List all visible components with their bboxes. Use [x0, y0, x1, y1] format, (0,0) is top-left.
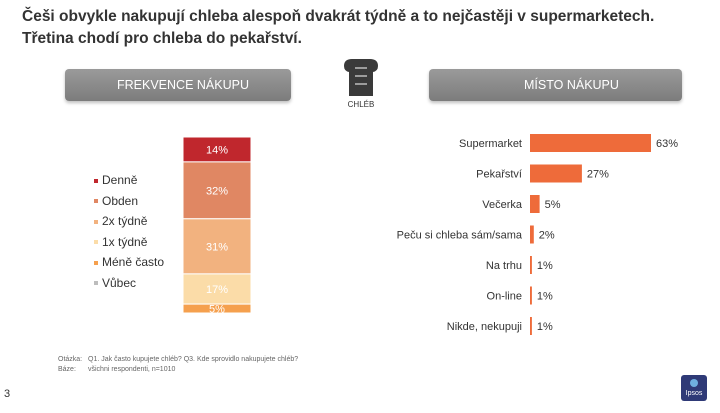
- ipsos-logo: Ipsos: [681, 375, 707, 401]
- place-bar-nikde-nekupuji: [530, 317, 532, 335]
- title-line-1: Češi obvykle nakupují chleba alespoň dva…: [22, 8, 655, 25]
- place-category-on-line: On-line: [487, 291, 522, 303]
- legend-item-1x-tydne: 1x týdně: [94, 235, 147, 249]
- legend-item-denne: Denně: [94, 173, 137, 187]
- place-bar-supermarket: [530, 134, 651, 152]
- place-value-pekarstvi: 27%: [587, 169, 609, 181]
- legend-label-denne: Denně: [102, 173, 138, 187]
- legend-item-2x-tydne: 2x týdně: [94, 214, 147, 228]
- footnote-base-label: Báze:: [58, 366, 76, 373]
- place-bar-on-line: [530, 286, 532, 305]
- stack-label-denne: 14%: [206, 144, 228, 156]
- legend-swatch-vubec: [94, 281, 98, 286]
- legend-swatch-obden: [94, 199, 98, 204]
- place-bar-pecu-si-chleba-sam-sama: [530, 225, 534, 244]
- bread-badge: CHLÉB: [318, 56, 404, 120]
- place-category-pekarstvi: Pekařství: [476, 169, 522, 181]
- stack-segment-2x-tydne: [182, 218, 252, 275]
- legend-label-1x-tydne: 1x týdně: [102, 234, 148, 249]
- stack-segment-obden: [182, 161, 252, 220]
- stack-segment-mene-casto: [182, 303, 252, 314]
- place-value-pecu-si-chleba-sam-sama: 2%: [539, 230, 555, 242]
- place-bar-na-trhu: [530, 256, 532, 274]
- stack-label-2x-tydne: 31%: [206, 241, 228, 253]
- place-category-pecu-si-chleba-sam-sama: Peču si chleba sám/sama: [397, 230, 523, 242]
- title-line-2: Třetina chodí pro chleba do pekařství.: [22, 30, 302, 47]
- place-category-supermarket: Supermarket: [459, 138, 522, 150]
- place-category-vecerka: Večerka: [482, 199, 523, 211]
- stack-label-mene-casto: 5%: [209, 304, 225, 316]
- place-category-nikde-nekupuji: Nikde, nekupuji: [447, 321, 522, 333]
- legend-swatch-1x-tydne: [94, 240, 98, 245]
- stack-label-1x-tydne: 17%: [206, 284, 228, 296]
- legend-item-mene-casto: Méně často: [94, 255, 164, 269]
- place-value-nikde-nekupuji: 1%: [537, 321, 553, 333]
- legend-swatch-mene-casto: [94, 260, 98, 265]
- place-value-supermarket: 63%: [656, 138, 678, 150]
- frequency-header-label: FREKVENCE NÁKUPU: [117, 78, 249, 92]
- legend-item-obden: Obden: [94, 194, 138, 208]
- stack-label-obden: 32%: [206, 185, 228, 197]
- frequency-header: FREKVENCE NÁKUPU: [65, 69, 291, 101]
- ipsos-logo-text: Ipsos: [685, 390, 703, 397]
- bread-label: CHLÉB: [347, 100, 375, 109]
- place-value-vecerka: 5%: [545, 199, 561, 211]
- legend-label-2x-tydne: 2x týdně: [102, 214, 148, 228]
- place-bar-chart: Supermarket 63% Pekařství 27% Večerka 5% Peču …: [397, 134, 678, 335]
- page-number: 3: [4, 388, 11, 400]
- footnote-question-label: Otázka:: [58, 356, 83, 363]
- stack-segment-1x-tydne: [182, 273, 252, 305]
- place-category-na-trhu: Na trhu: [486, 260, 522, 272]
- bread-icon: [344, 59, 378, 96]
- legend-swatch-2x-tydne: [94, 219, 98, 224]
- legend-label-mene-casto: Méně často: [102, 255, 165, 269]
- footnote-question-text: Q1. Jak často kupujete chléb? Q3. Kde sp…: [88, 356, 299, 363]
- legend-label-obden: Obden: [102, 193, 139, 208]
- legend-swatch-denne: [94, 178, 98, 183]
- place-value-on-line: 1%: [537, 291, 553, 303]
- legend-label-vubec: Vůbec: [102, 275, 137, 290]
- footnote-base-text: všichni respondenti, n=1010: [88, 366, 176, 373]
- place-value-na-trhu: 1%: [537, 260, 553, 272]
- place-header-label: MÍSTO NÁKUPU: [524, 78, 619, 92]
- place-header: MÍSTO NÁKUPU: [429, 69, 682, 101]
- frequency-stacked-chart: 14% 32% 31% 17% 5%: [182, 136, 252, 316]
- legend-item-vubec: Vůbec: [94, 276, 136, 290]
- ipsos-logo-mark: [690, 379, 698, 387]
- place-bar-pekarstvi: [530, 164, 582, 183]
- place-bar-vecerka: [530, 195, 540, 213]
- page-title: Češi obvykle nakupují chleba alespoň dva…: [22, 6, 702, 50]
